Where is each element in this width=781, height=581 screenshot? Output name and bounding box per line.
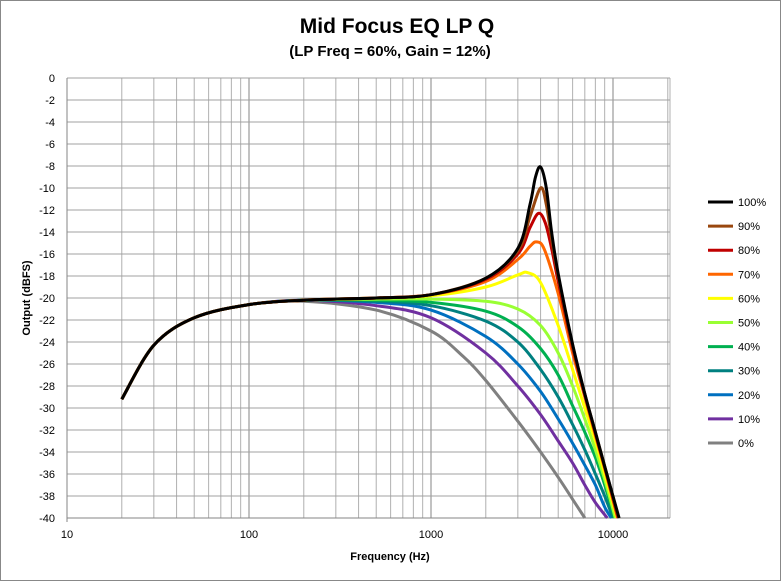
series-lines: [120, 165, 621, 519]
series-line-80pct: [120, 211, 620, 519]
y-tick-label: -10: [39, 183, 55, 195]
legend-label: 60%: [738, 293, 760, 305]
y-tick-label: -22: [39, 315, 55, 327]
y-tick-label: -24: [39, 337, 55, 349]
y-tick-label: 0: [49, 73, 55, 85]
series-line-30pct: [120, 298, 615, 519]
x-tick-label: 10: [61, 529, 73, 541]
x-tick-label: 10000: [598, 529, 629, 541]
legend-label: 10%: [738, 414, 760, 426]
legend-label: 80%: [738, 245, 760, 257]
x-axis-title: Frequency (Hz): [350, 551, 430, 563]
legend-label: 100%: [738, 197, 766, 209]
x-axis-ticks: 10 100 1000 10000: [61, 529, 628, 541]
y-tick-label: -28: [39, 381, 55, 393]
y-tick-label: -18: [39, 271, 55, 283]
y-tick-label: -20: [39, 293, 55, 305]
chart-subtitle: (LP Freq = 60%, Gain = 12%): [289, 43, 490, 60]
y-tick-label: -30: [39, 403, 55, 415]
legend-label: 50%: [738, 318, 760, 330]
y-tick-label: -26: [39, 359, 55, 371]
legend-label: 70%: [738, 269, 760, 281]
series-line-100pct: [120, 165, 621, 519]
chart-title: Mid Focus EQ LP Q: [300, 15, 494, 38]
y-tick-label: -8: [45, 161, 55, 173]
y-tick-label: -4: [45, 117, 55, 129]
y-tick-label: -16: [39, 249, 55, 261]
y-tick-label: -38: [39, 491, 55, 503]
y-tick-label: -34: [39, 447, 55, 459]
legend-label: 40%: [738, 342, 760, 354]
y-tick-label: -2: [45, 95, 55, 107]
legend-label: 20%: [738, 390, 760, 402]
x-tick-label: 100: [240, 529, 258, 541]
y-tick-label: -32: [39, 425, 55, 437]
legend-label: 30%: [738, 366, 760, 378]
y-axis-title: Output (dBFS): [21, 260, 33, 335]
y-tick-label: -12: [39, 205, 55, 217]
legend-label: 90%: [738, 221, 760, 233]
y-tick-label: -40: [39, 513, 55, 525]
y-tick-label: -36: [39, 469, 55, 481]
series-line-70pct: [120, 240, 620, 519]
y-axis-ticks: 0 -2 -4 -6 -8 -10 -12 -14 -16 -18 -20 -22 -24 -26 -28 -…: [39, 73, 55, 525]
y-tick-label: -6: [45, 139, 55, 151]
y-tick-label: -14: [39, 227, 55, 239]
legend: 100% 90% 80% 70% 60% 50% 40% 30% 20% 10% 0%: [708, 197, 766, 450]
series-line-0pct: [120, 299, 587, 519]
legend-label: 0%: [738, 438, 754, 450]
x-tick-label: 1000: [419, 529, 443, 541]
